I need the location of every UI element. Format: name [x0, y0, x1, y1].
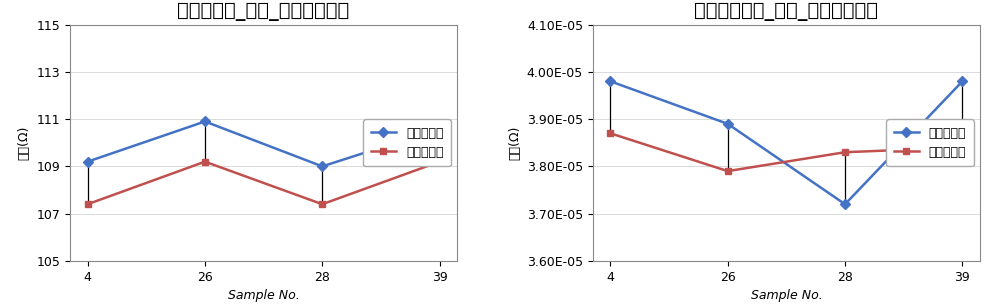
시험전저항 [82, 160, 94, 164]
시험후저항 [604, 131, 616, 135]
시험후저항 [316, 202, 328, 206]
Legend: 시험전저항, 시험후저항: 시험전저항, 시험후저항 [886, 119, 974, 166]
Line: 시험전저항: 시험전저항 [607, 78, 966, 208]
Title: 비저항균일도_완품_내침습신뢰성: 비저항균일도_완품_내침습신뢰성 [694, 2, 878, 21]
시험후저항 [722, 169, 734, 173]
시험후저항 [82, 202, 94, 206]
시험전저항 [199, 120, 211, 123]
시험후저항 [839, 150, 851, 154]
시험후저항 [956, 146, 968, 149]
Legend: 시험전저항, 시험후저항: 시험전저항, 시험후저항 [363, 119, 451, 166]
시험전저항 [316, 165, 328, 168]
시험후저항 [434, 160, 446, 164]
시험전저항 [839, 202, 851, 206]
Y-axis label: 저항(Ω): 저항(Ω) [18, 126, 31, 160]
Line: 시험후저항: 시험후저항 [84, 158, 443, 208]
Line: 시험후저항: 시험후저항 [607, 130, 966, 175]
X-axis label: Sample No.: Sample No. [751, 289, 822, 302]
시험후저항 [199, 160, 211, 164]
Line: 시험전저항: 시험전저항 [84, 118, 443, 170]
시험전저항 [956, 80, 968, 83]
시험전저항 [722, 122, 734, 126]
시험전저항 [434, 127, 446, 130]
Y-axis label: 저항(Ω): 저항(Ω) [508, 126, 521, 160]
시험전저항 [604, 80, 616, 83]
X-axis label: Sample No.: Sample No. [228, 289, 299, 302]
Title: 저항균일도_완품_내침습신뢰성: 저항균일도_완품_내침습신뢰성 [177, 2, 350, 21]
